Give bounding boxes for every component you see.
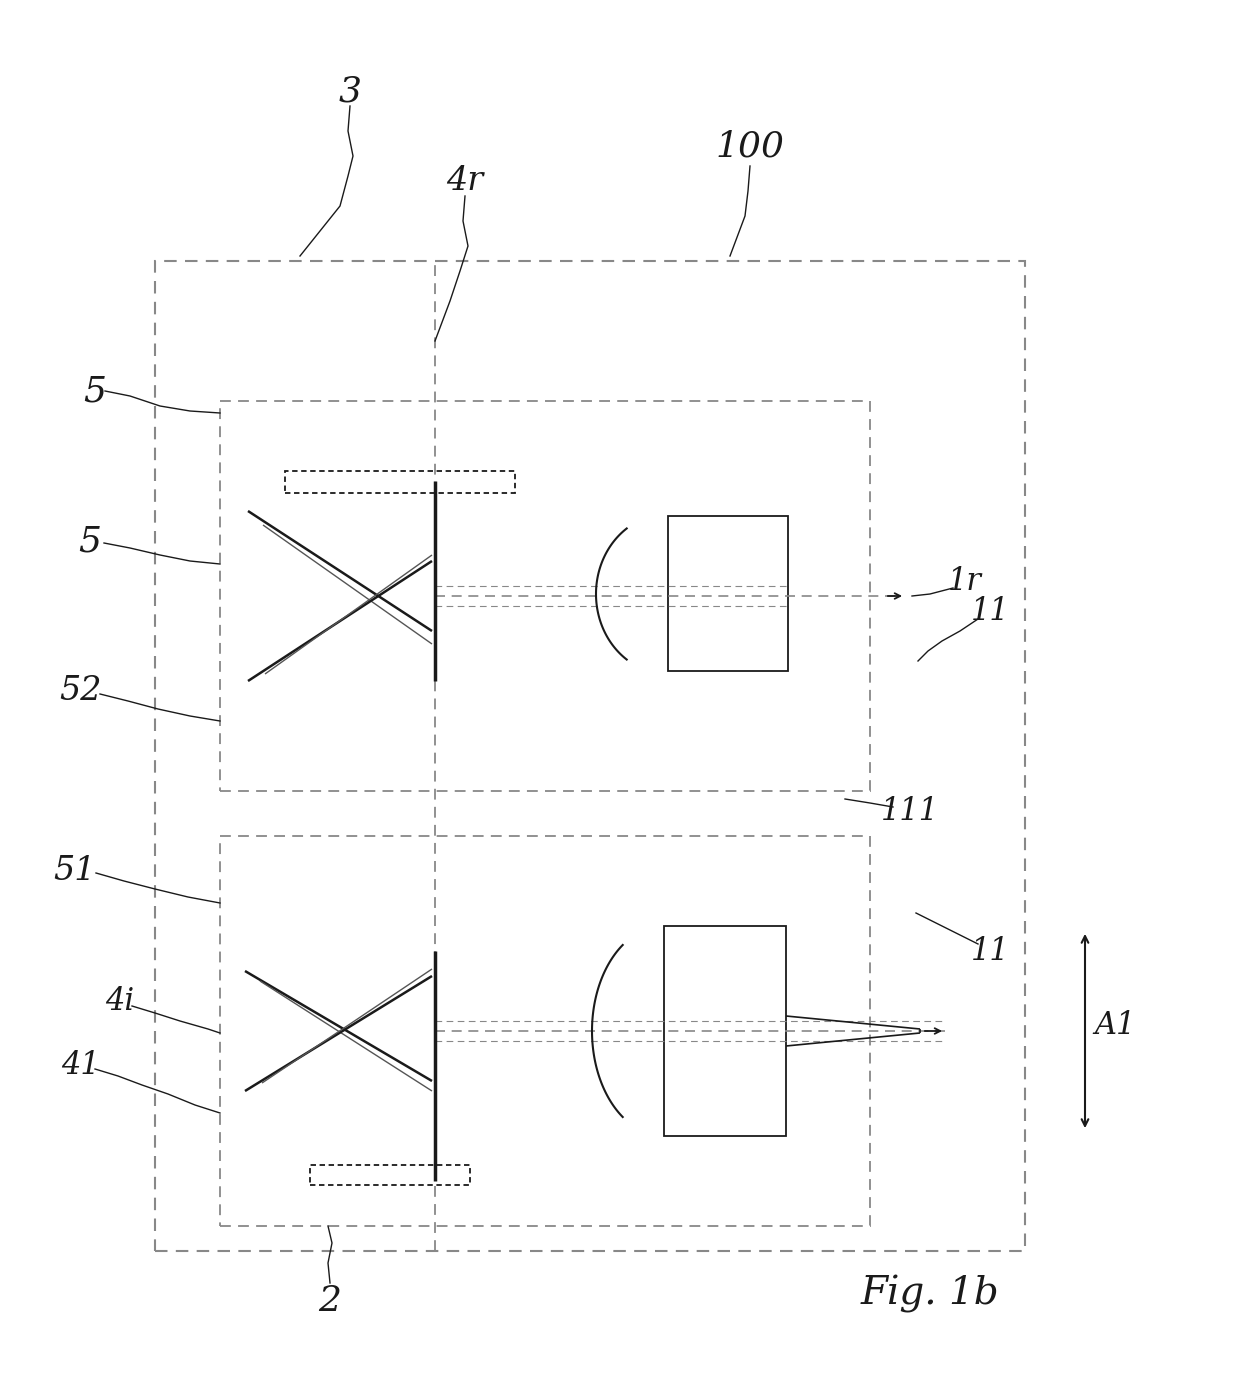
Text: 11: 11: [971, 935, 1009, 967]
Text: 5: 5: [83, 374, 107, 407]
Bar: [285, 471, 515, 493]
Text: A1: A1: [1095, 1011, 1136, 1041]
Bar: [155, 261, 1025, 1251]
Text: 2: 2: [319, 1284, 341, 1317]
Text: 11: 11: [971, 595, 1009, 627]
Text: 3: 3: [339, 75, 362, 108]
Text: 52: 52: [58, 675, 102, 707]
Text: 41: 41: [61, 1051, 99, 1081]
Text: 1r: 1r: [949, 565, 982, 597]
Bar: [668, 516, 787, 671]
Text: Fig. 1b: Fig. 1b: [861, 1275, 999, 1313]
Bar: [219, 836, 870, 1226]
Bar: [310, 1166, 470, 1185]
Text: 100: 100: [715, 128, 785, 163]
Text: 111: 111: [880, 795, 939, 826]
Text: 4r: 4r: [446, 164, 484, 197]
Text: 4i: 4i: [105, 986, 135, 1016]
Bar: [663, 927, 786, 1137]
Text: 51: 51: [53, 855, 97, 887]
Bar: [219, 400, 870, 791]
Text: 5: 5: [78, 523, 102, 558]
